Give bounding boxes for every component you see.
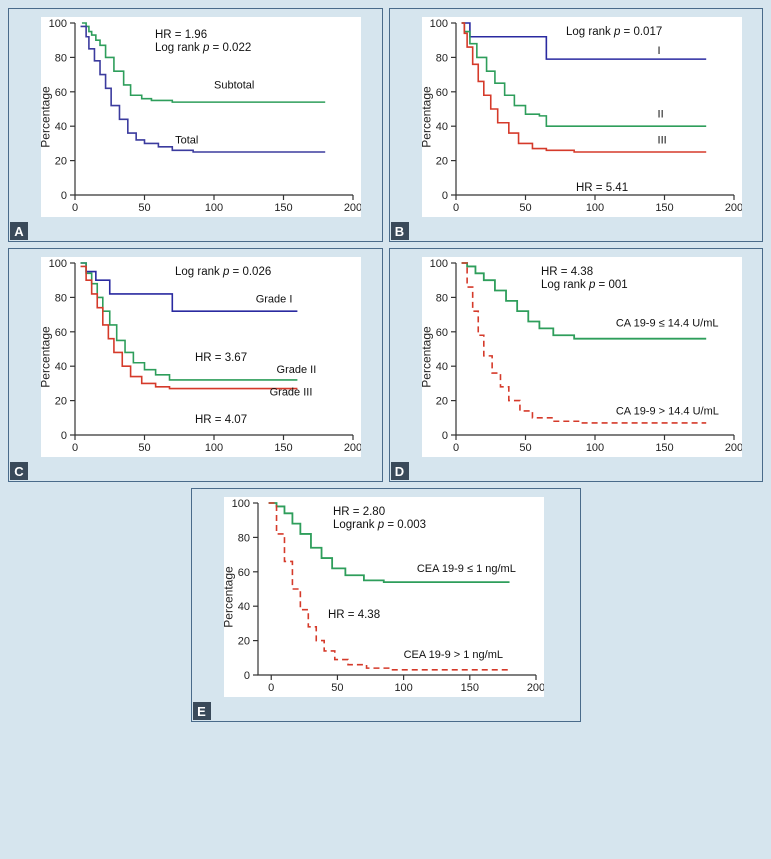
svg-text:100: 100 (394, 682, 412, 694)
y-axis-label: Percentage (39, 86, 53, 147)
panel-D: 0 50 100 150 200 0 20 40 60 80 100 CA 19-9 ≤ 14.4 U… (389, 248, 764, 482)
panel-B: 050100150200020406080100IIIIIILog rank p… (389, 8, 764, 242)
series-label-CA199-high: CA 19-9 > 14.4 U/mL (615, 405, 718, 417)
y-axis-label: Percentage (419, 326, 433, 387)
svg-text:20: 20 (55, 156, 67, 168)
series-label-I: I (657, 45, 660, 57)
svg-text:20: 20 (435, 396, 447, 408)
y-axis-label: Percentage (39, 326, 53, 387)
svg-text:50: 50 (138, 202, 150, 214)
svg-text:100: 100 (49, 258, 67, 270)
stat-text: HR = 4.07 (195, 414, 247, 426)
svg-text:150: 150 (655, 442, 673, 454)
stat-text: HR = 2.80 (333, 506, 385, 518)
panel-letter-A: A (10, 222, 28, 240)
svg-text:50: 50 (519, 442, 531, 454)
svg-text:20: 20 (237, 636, 249, 648)
series-Grade III (81, 266, 298, 388)
svg-text:0: 0 (61, 430, 67, 442)
svg-text:150: 150 (274, 202, 292, 214)
series-label-CA199-low: CA 19-9 ≤ 14.4 U/mL (615, 318, 718, 330)
svg-text:50: 50 (519, 202, 531, 214)
svg-text:60: 60 (435, 87, 447, 99)
series-label-II: II (657, 109, 663, 121)
svg-text:100: 100 (231, 498, 249, 510)
series-label-Grade II: Grade II (277, 364, 317, 376)
series-label-Total: Total (175, 134, 198, 146)
svg-text:0: 0 (441, 430, 447, 442)
svg-text:60: 60 (55, 87, 67, 99)
svg-text:40: 40 (435, 121, 447, 133)
svg-text:50: 50 (331, 682, 343, 694)
svg-text:100: 100 (205, 202, 223, 214)
stat-text: Log rank p = 0.026 (175, 266, 271, 278)
svg-text:150: 150 (274, 442, 292, 454)
stat-text: HR = 1.96 (155, 29, 207, 41)
panel-letter-B: B (391, 222, 409, 240)
svg-text:200: 200 (344, 442, 361, 454)
svg-text:50: 50 (138, 442, 150, 454)
stat-text: HR = 3.67 (195, 352, 247, 364)
y-axis-label: Percentage (419, 86, 433, 147)
stat-text: Logrank p = 0.003 (333, 519, 426, 531)
stat-text: HR = 4.38 (328, 609, 380, 621)
panel-letter-C: C (10, 462, 28, 480)
series-label-Grade III: Grade III (270, 386, 313, 398)
svg-text:200: 200 (724, 202, 741, 214)
svg-text:200: 200 (344, 202, 361, 214)
series-III (461, 23, 706, 152)
svg-text:100: 100 (49, 18, 67, 30)
stat-text: Log rank p = 001 (541, 279, 628, 291)
stat-text: HR = 4.38 (541, 266, 593, 278)
svg-text:100: 100 (585, 202, 603, 214)
svg-text:100: 100 (429, 18, 447, 30)
panel-letter-D: D (391, 462, 409, 480)
panel-letter-E: E (193, 702, 211, 720)
svg-text:150: 150 (655, 202, 673, 214)
svg-text:40: 40 (55, 121, 67, 133)
svg-text:80: 80 (435, 52, 447, 64)
svg-text:20: 20 (55, 396, 67, 408)
panel-C: 0 50 100 150 200 0 20 40 60 80 100 Grade I Grade II G… (8, 248, 383, 482)
svg-text:80: 80 (55, 292, 67, 304)
svg-text:0: 0 (441, 190, 447, 202)
panel-grid: 050100150200020406080100SubtotalTotalHR … (8, 8, 763, 722)
svg-text:100: 100 (585, 442, 603, 454)
panel-A: 0 50 100 150 200 0 20 40 60 80 100 Subtotal Total HR … (8, 8, 383, 242)
svg-text:20: 20 (435, 156, 447, 168)
y-axis-label: Percentage (221, 566, 235, 627)
svg-text:80: 80 (237, 532, 249, 544)
series-label-Subtotal: Subtotal (214, 79, 254, 91)
series-label-III: III (657, 134, 666, 146)
svg-text:60: 60 (55, 327, 67, 339)
svg-text:60: 60 (237, 567, 249, 579)
series-label-CEA-low: CEA 19-9 ≤ 1 ng/mL (416, 563, 515, 575)
stat-text: HR = 5.41 (576, 182, 628, 194)
svg-text:200: 200 (724, 442, 741, 454)
svg-text:80: 80 (435, 292, 447, 304)
series-label-Grade I: Grade I (256, 294, 293, 306)
svg-text:0: 0 (61, 190, 67, 202)
svg-text:100: 100 (429, 258, 447, 270)
svg-text:0: 0 (452, 442, 458, 454)
svg-text:200: 200 (526, 682, 543, 694)
svg-text:100: 100 (205, 442, 223, 454)
svg-text:0: 0 (268, 682, 274, 694)
svg-text:40: 40 (237, 601, 249, 613)
svg-text:40: 40 (55, 361, 67, 373)
svg-text:80: 80 (55, 52, 67, 64)
svg-text:40: 40 (435, 361, 447, 373)
svg-text:0: 0 (452, 202, 458, 214)
svg-text:150: 150 (460, 682, 478, 694)
svg-text:0: 0 (72, 442, 78, 454)
svg-text:0: 0 (72, 202, 78, 214)
stat-text: Log rank p = 0.022 (155, 42, 251, 54)
svg-text:0: 0 (243, 670, 249, 682)
svg-text:60: 60 (435, 327, 447, 339)
stat-text: Log rank p = 0.017 (566, 26, 662, 38)
series-label-CEA-high: CEA 19-9 > 1 ng/mL (403, 649, 502, 661)
series-Grade II (81, 263, 298, 380)
panel-E: 0 50 100 150 200 0 20 40 60 80 100 CEA 19-9 ≤ 1 ng/… (191, 488, 581, 722)
